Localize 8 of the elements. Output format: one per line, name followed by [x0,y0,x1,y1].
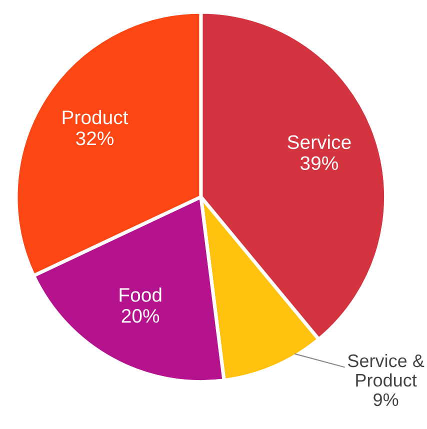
slice-label: Service & Product [348,354,424,387]
data-label: 9% [374,393,398,406]
slice-label: Product [62,110,128,124]
data-label: 32% [76,131,114,146]
slice-label: Food [120,288,162,302]
data-label: 39% [300,156,338,170]
data-label: 20% [122,309,160,323]
slice-label: Service [288,134,351,150]
